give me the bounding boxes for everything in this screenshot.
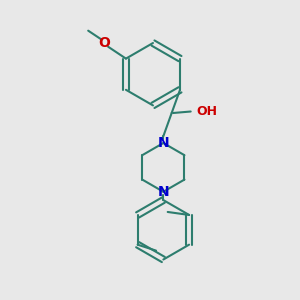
Text: OH: OH (196, 105, 218, 118)
Text: O: O (99, 36, 110, 50)
Text: N: N (158, 185, 169, 199)
Text: N: N (158, 136, 169, 150)
